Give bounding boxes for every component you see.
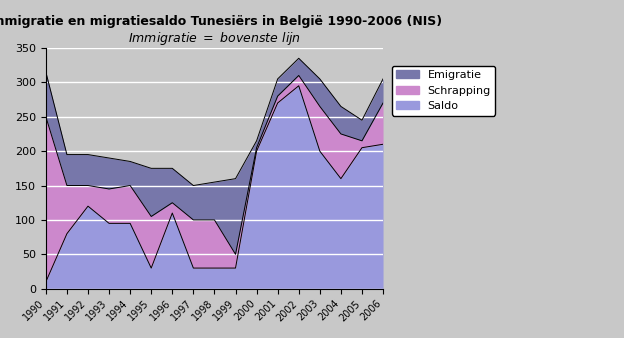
Legend: Emigratie, Schrapping, Saldo: Emigratie, Schrapping, Saldo <box>392 66 495 116</box>
Title: Immigratie en migratiesaldo Tunesiërs in België 1990-2006 (NIS)
$\it{Immigratie\: Immigratie en migratiesaldo Tunesiërs in… <box>0 15 442 47</box>
